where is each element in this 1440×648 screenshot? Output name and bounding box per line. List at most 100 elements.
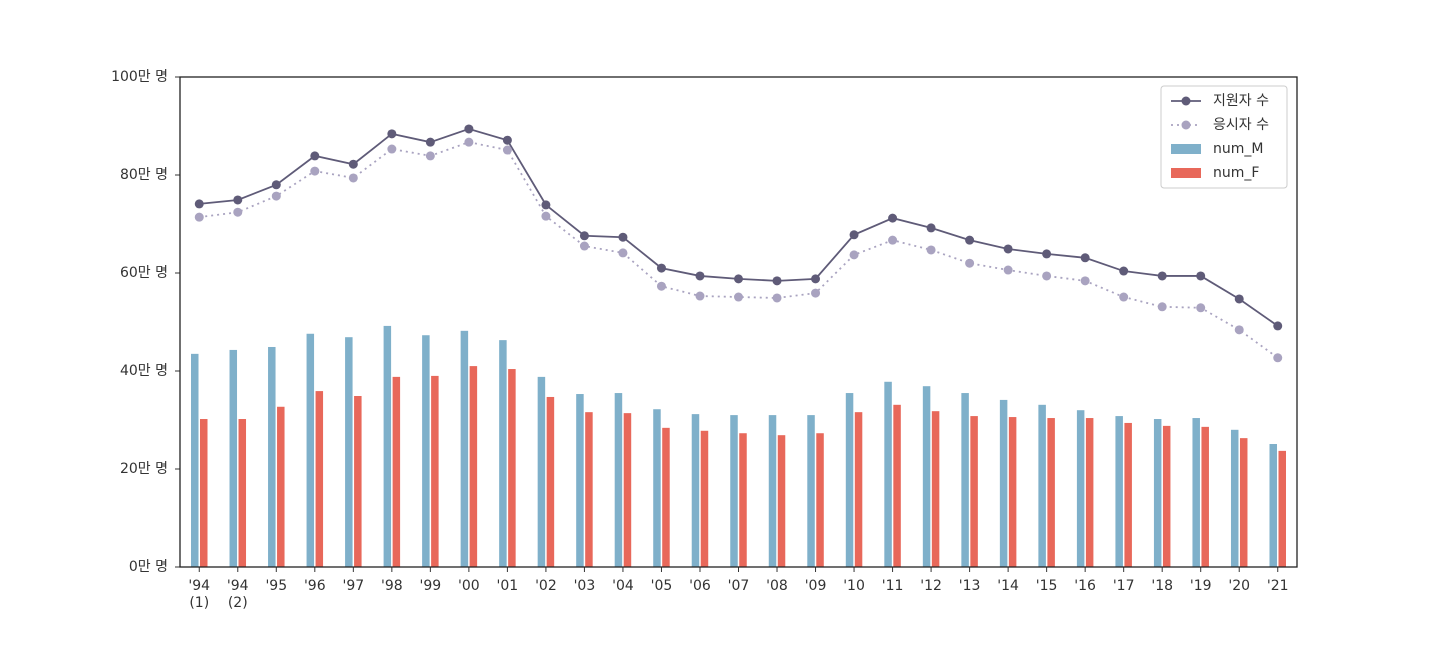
bar — [931, 411, 940, 567]
bar — [816, 433, 824, 567]
bar — [354, 395, 362, 567]
marker — [387, 144, 397, 154]
marker — [579, 231, 589, 241]
bar — [691, 414, 700, 567]
x-tick-label: '01 — [496, 578, 519, 594]
y-tick-label: 20만 명 — [120, 461, 168, 477]
bar — [1230, 429, 1239, 567]
marker — [1042, 249, 1052, 259]
bar — [460, 330, 469, 567]
marker — [464, 124, 474, 134]
bar — [537, 376, 546, 567]
x-tick-label: '00 — [458, 578, 480, 594]
bar — [854, 412, 863, 567]
bar — [1047, 418, 1055, 567]
marker — [734, 274, 743, 284]
marker — [888, 213, 898, 223]
legend-label: 응시자 수 — [1213, 117, 1269, 133]
marker — [656, 281, 666, 291]
legend-label: num_M — [1213, 141, 1263, 157]
x-tick-label: '06 — [689, 578, 711, 594]
marker — [348, 173, 358, 183]
marker — [811, 274, 821, 284]
bar — [700, 430, 709, 567]
marker — [502, 135, 512, 145]
x-tick-label: '09 — [804, 578, 827, 594]
marker — [1080, 276, 1090, 286]
marker — [1119, 292, 1129, 302]
marker — [541, 200, 551, 210]
legend-label: num_F — [1213, 165, 1259, 181]
x-tick-label: '12 — [920, 578, 942, 594]
marker — [656, 263, 666, 273]
x-tick-label: '95 — [265, 578, 288, 594]
x-tick-label: '15 — [1035, 578, 1058, 594]
marker — [1273, 321, 1283, 331]
bar — [1239, 438, 1248, 567]
marker — [926, 223, 936, 233]
x-tick-label: '98 — [381, 578, 403, 594]
y-tick-label: 100만 명 — [111, 69, 168, 85]
x-tick-label: '03 — [573, 578, 596, 594]
marker — [425, 151, 435, 161]
y-tick-label: 40만 명 — [120, 363, 168, 379]
marker — [1157, 271, 1167, 281]
marker — [425, 137, 435, 147]
plot-frame — [179, 76, 1298, 568]
marker — [387, 129, 397, 139]
x-tick-label: '21 — [1266, 578, 1289, 594]
bar — [508, 369, 516, 567]
bar — [970, 416, 978, 567]
bar — [315, 391, 324, 567]
bar — [268, 346, 276, 567]
x-tick-label: '14 — [997, 578, 1019, 594]
bar — [469, 366, 478, 567]
marker — [695, 291, 705, 301]
bar — [238, 419, 247, 567]
bar — [614, 393, 623, 567]
marker — [1119, 266, 1129, 276]
bar — [1076, 410, 1085, 567]
marker — [233, 195, 243, 205]
x-tick-label: '20 — [1228, 578, 1251, 594]
bar — [1162, 425, 1171, 567]
y-tick-label: 80만 명 — [120, 167, 168, 183]
marker — [888, 235, 898, 245]
bar — [961, 393, 969, 567]
x-tick-label: '16 — [1074, 578, 1096, 594]
bar — [739, 433, 747, 567]
legend-marker — [1181, 96, 1191, 106]
x-tick-label: '13 — [958, 578, 981, 594]
bar — [191, 353, 199, 567]
bar — [1085, 418, 1094, 567]
bar — [1115, 416, 1123, 567]
marker — [1157, 302, 1167, 312]
bar — [499, 340, 507, 567]
marker — [271, 180, 281, 190]
x-tick-label: '05 — [650, 578, 673, 594]
bar — [383, 325, 392, 567]
x-tick-label: '07 — [727, 578, 750, 594]
x-tick-label: '11 — [881, 578, 904, 594]
x-tick-label: '08 — [766, 578, 788, 594]
bar — [200, 419, 208, 567]
marker — [310, 166, 320, 176]
marker — [348, 159, 358, 169]
marker — [618, 248, 628, 258]
marker — [965, 258, 975, 268]
bar — [585, 412, 593, 567]
bar — [229, 349, 238, 567]
y-tick-label: 60만 명 — [120, 265, 168, 281]
marker — [1003, 244, 1013, 254]
x-tick-label: '19 — [1189, 578, 1212, 594]
bar — [845, 393, 854, 567]
marker — [1196, 271, 1206, 281]
bar — [653, 409, 661, 567]
x-tick-label: '96 — [303, 578, 326, 594]
x-tick-label: '17 — [1112, 578, 1135, 594]
x-tick-label: '94 (2) — [226, 578, 249, 611]
x-tick-label: '99 — [419, 578, 442, 594]
